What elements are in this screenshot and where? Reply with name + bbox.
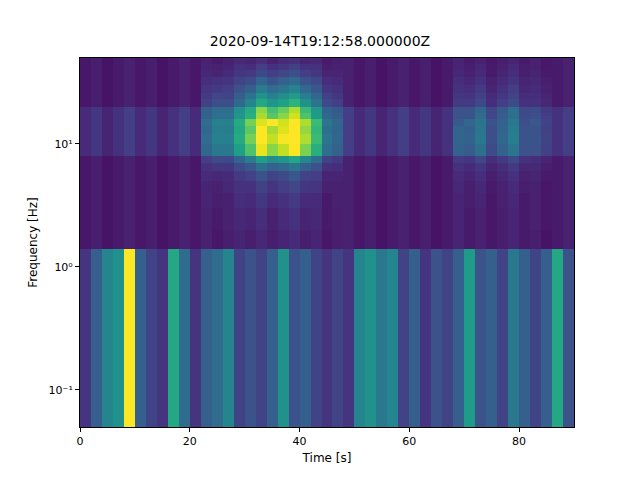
- svg-text:10¹: 10¹: [54, 138, 72, 151]
- svg-text:Time [s]: Time [s]: [302, 451, 352, 465]
- svg-text:10⁰: 10⁰: [54, 261, 73, 274]
- svg-text:0: 0: [77, 435, 84, 448]
- svg-text:60: 60: [402, 435, 416, 448]
- svg-text:Frequency [Hz]: Frequency [Hz]: [26, 197, 40, 288]
- svg-text:10⁻¹: 10⁻¹: [49, 384, 73, 397]
- svg-text:40: 40: [293, 435, 307, 448]
- svg-text:80: 80: [512, 435, 526, 448]
- svg-text:2020-09-14T19:12:58.000000Z: 2020-09-14T19:12:58.000000Z: [210, 33, 430, 49]
- svg-text:20: 20: [183, 435, 197, 448]
